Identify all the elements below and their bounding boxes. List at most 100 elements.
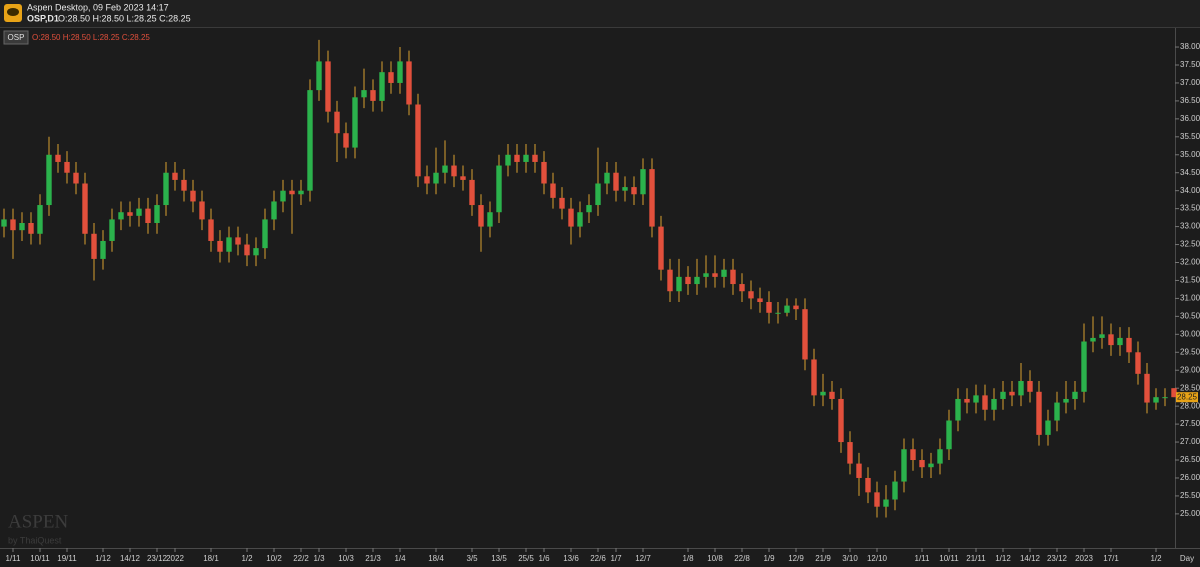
candle-body: [1072, 391, 1078, 399]
candle-body: [721, 269, 727, 277]
candle-body: [154, 205, 160, 223]
candle-body: [1018, 381, 1024, 396]
candle-body: [100, 240, 106, 259]
candle-body: [145, 208, 151, 223]
candle-body: [703, 273, 709, 277]
candle-body: [991, 398, 997, 410]
legend-symbol-box[interactable]: [3, 30, 29, 45]
x-tick-label: 3/5: [466, 554, 478, 563]
y-tick-label: 30.00: [1180, 329, 1200, 338]
last-price-label: 28.25: [1177, 392, 1198, 401]
candle-body: [262, 219, 268, 249]
candle-body: [928, 463, 934, 468]
candle-body: [496, 165, 502, 213]
candle-body: [226, 237, 232, 252]
candle-body: [271, 201, 277, 220]
candle-body: [298, 190, 304, 195]
candle-body: [613, 172, 619, 191]
candle-body: [388, 72, 394, 83]
y-tick-label: 38.00: [1180, 42, 1200, 51]
candle-body: [910, 449, 916, 461]
x-tick-label: 19/11: [57, 554, 77, 563]
x-tick-label: 1/9: [763, 554, 775, 563]
candle-body: [577, 212, 583, 227]
plot-area: 25.00 25.50 26.00 26.50 27.00 27.50 28.00 28.50…: [1, 39, 1200, 563]
candle-body: [244, 244, 250, 256]
header-ohlc: O:28.50 H:28.50 L:28.25 C:28.25: [58, 13, 191, 23]
x-tick-label: 1/2: [1150, 554, 1162, 563]
candle-body: [595, 183, 601, 206]
candle-body: [739, 284, 745, 292]
candle-body: [883, 499, 889, 507]
candle-body: [433, 172, 439, 184]
app-icon-mark: [7, 8, 19, 16]
candle-body: [208, 219, 214, 241]
candle-body: [91, 233, 97, 259]
candle-body: [451, 165, 457, 177]
x-tick-label: 3/10: [842, 554, 858, 563]
symbol-period: OSP,D1: [27, 13, 59, 23]
candle-body: [937, 449, 943, 464]
legend-symbol: OSP: [8, 33, 25, 42]
candle-body: [487, 212, 493, 227]
y-tick-label: 34.00: [1180, 186, 1200, 195]
candle-body: [1144, 373, 1150, 403]
x-tick-label: 1/3: [313, 554, 325, 563]
candle-body: [1162, 397, 1168, 399]
candle-body: [415, 104, 421, 177]
candle-body: [586, 205, 592, 213]
candle-body: [127, 212, 133, 216]
y-tick-label: 31.00: [1180, 294, 1200, 303]
legend-ohlc: O:28.50 H:28.50 L:28.25 C:28.25: [32, 33, 150, 42]
candle-body: [19, 223, 25, 231]
y-tick-label: 27.50: [1180, 419, 1200, 428]
y-tick-label: 28.50: [1180, 383, 1200, 392]
x-tick-label: 2023: [1075, 554, 1093, 563]
y-tick-label: 27.00: [1180, 437, 1200, 446]
candle-body: [775, 312, 781, 314]
candle-body: [10, 219, 16, 231]
candle-body: [316, 61, 322, 91]
candle-body: [955, 398, 961, 421]
candle-body: [334, 111, 340, 134]
candle-body: [1171, 388, 1177, 398]
candle-body: [1054, 402, 1060, 421]
candle-body: [568, 208, 574, 227]
candle-body: [640, 169, 646, 195]
y-tick-label: 31.50: [1180, 276, 1200, 285]
x-tick-label: 22/6: [590, 554, 606, 563]
candle-body: [424, 176, 430, 184]
x-tick-label: 18/1: [203, 554, 219, 563]
candle-body: [667, 269, 673, 292]
x-tick-label: 12/7: [635, 554, 651, 563]
x-tick-label: 22/8: [734, 554, 750, 563]
candle-body: [163, 172, 169, 206]
period-label: Day: [1180, 554, 1194, 563]
y-tick-label: 30.50: [1180, 311, 1200, 320]
candle-body: [406, 61, 412, 105]
y-tick-label: 26.50: [1180, 455, 1200, 464]
x-tick-label: 1/11: [915, 554, 931, 563]
x-tick-label: 12/9: [788, 554, 804, 563]
y-tick-label: 32.00: [1180, 258, 1200, 267]
x-tick-label: 14/12: [120, 554, 141, 563]
candle-body: [1009, 391, 1015, 396]
x-tick-label: 17/1: [1103, 554, 1119, 563]
candle-body: [28, 223, 34, 234]
watermark-by: by ThaiQuest: [8, 535, 62, 545]
x-tick-label: 1/7: [610, 554, 622, 563]
candle-body: [631, 187, 637, 195]
x-tick-label: 10/8: [707, 554, 723, 563]
y-tick-label: 33.00: [1180, 222, 1200, 231]
candle-body: [658, 226, 664, 270]
candle-body: [685, 276, 691, 285]
candle-body: [874, 492, 880, 507]
x-tick-label: 10/2: [266, 554, 282, 563]
candle-body: [82, 183, 88, 234]
candle-body: [1063, 398, 1069, 403]
candle-body: [361, 90, 367, 98]
x-tick-label: 1/6: [538, 554, 550, 563]
y-tick-label: 37.50: [1180, 60, 1200, 69]
